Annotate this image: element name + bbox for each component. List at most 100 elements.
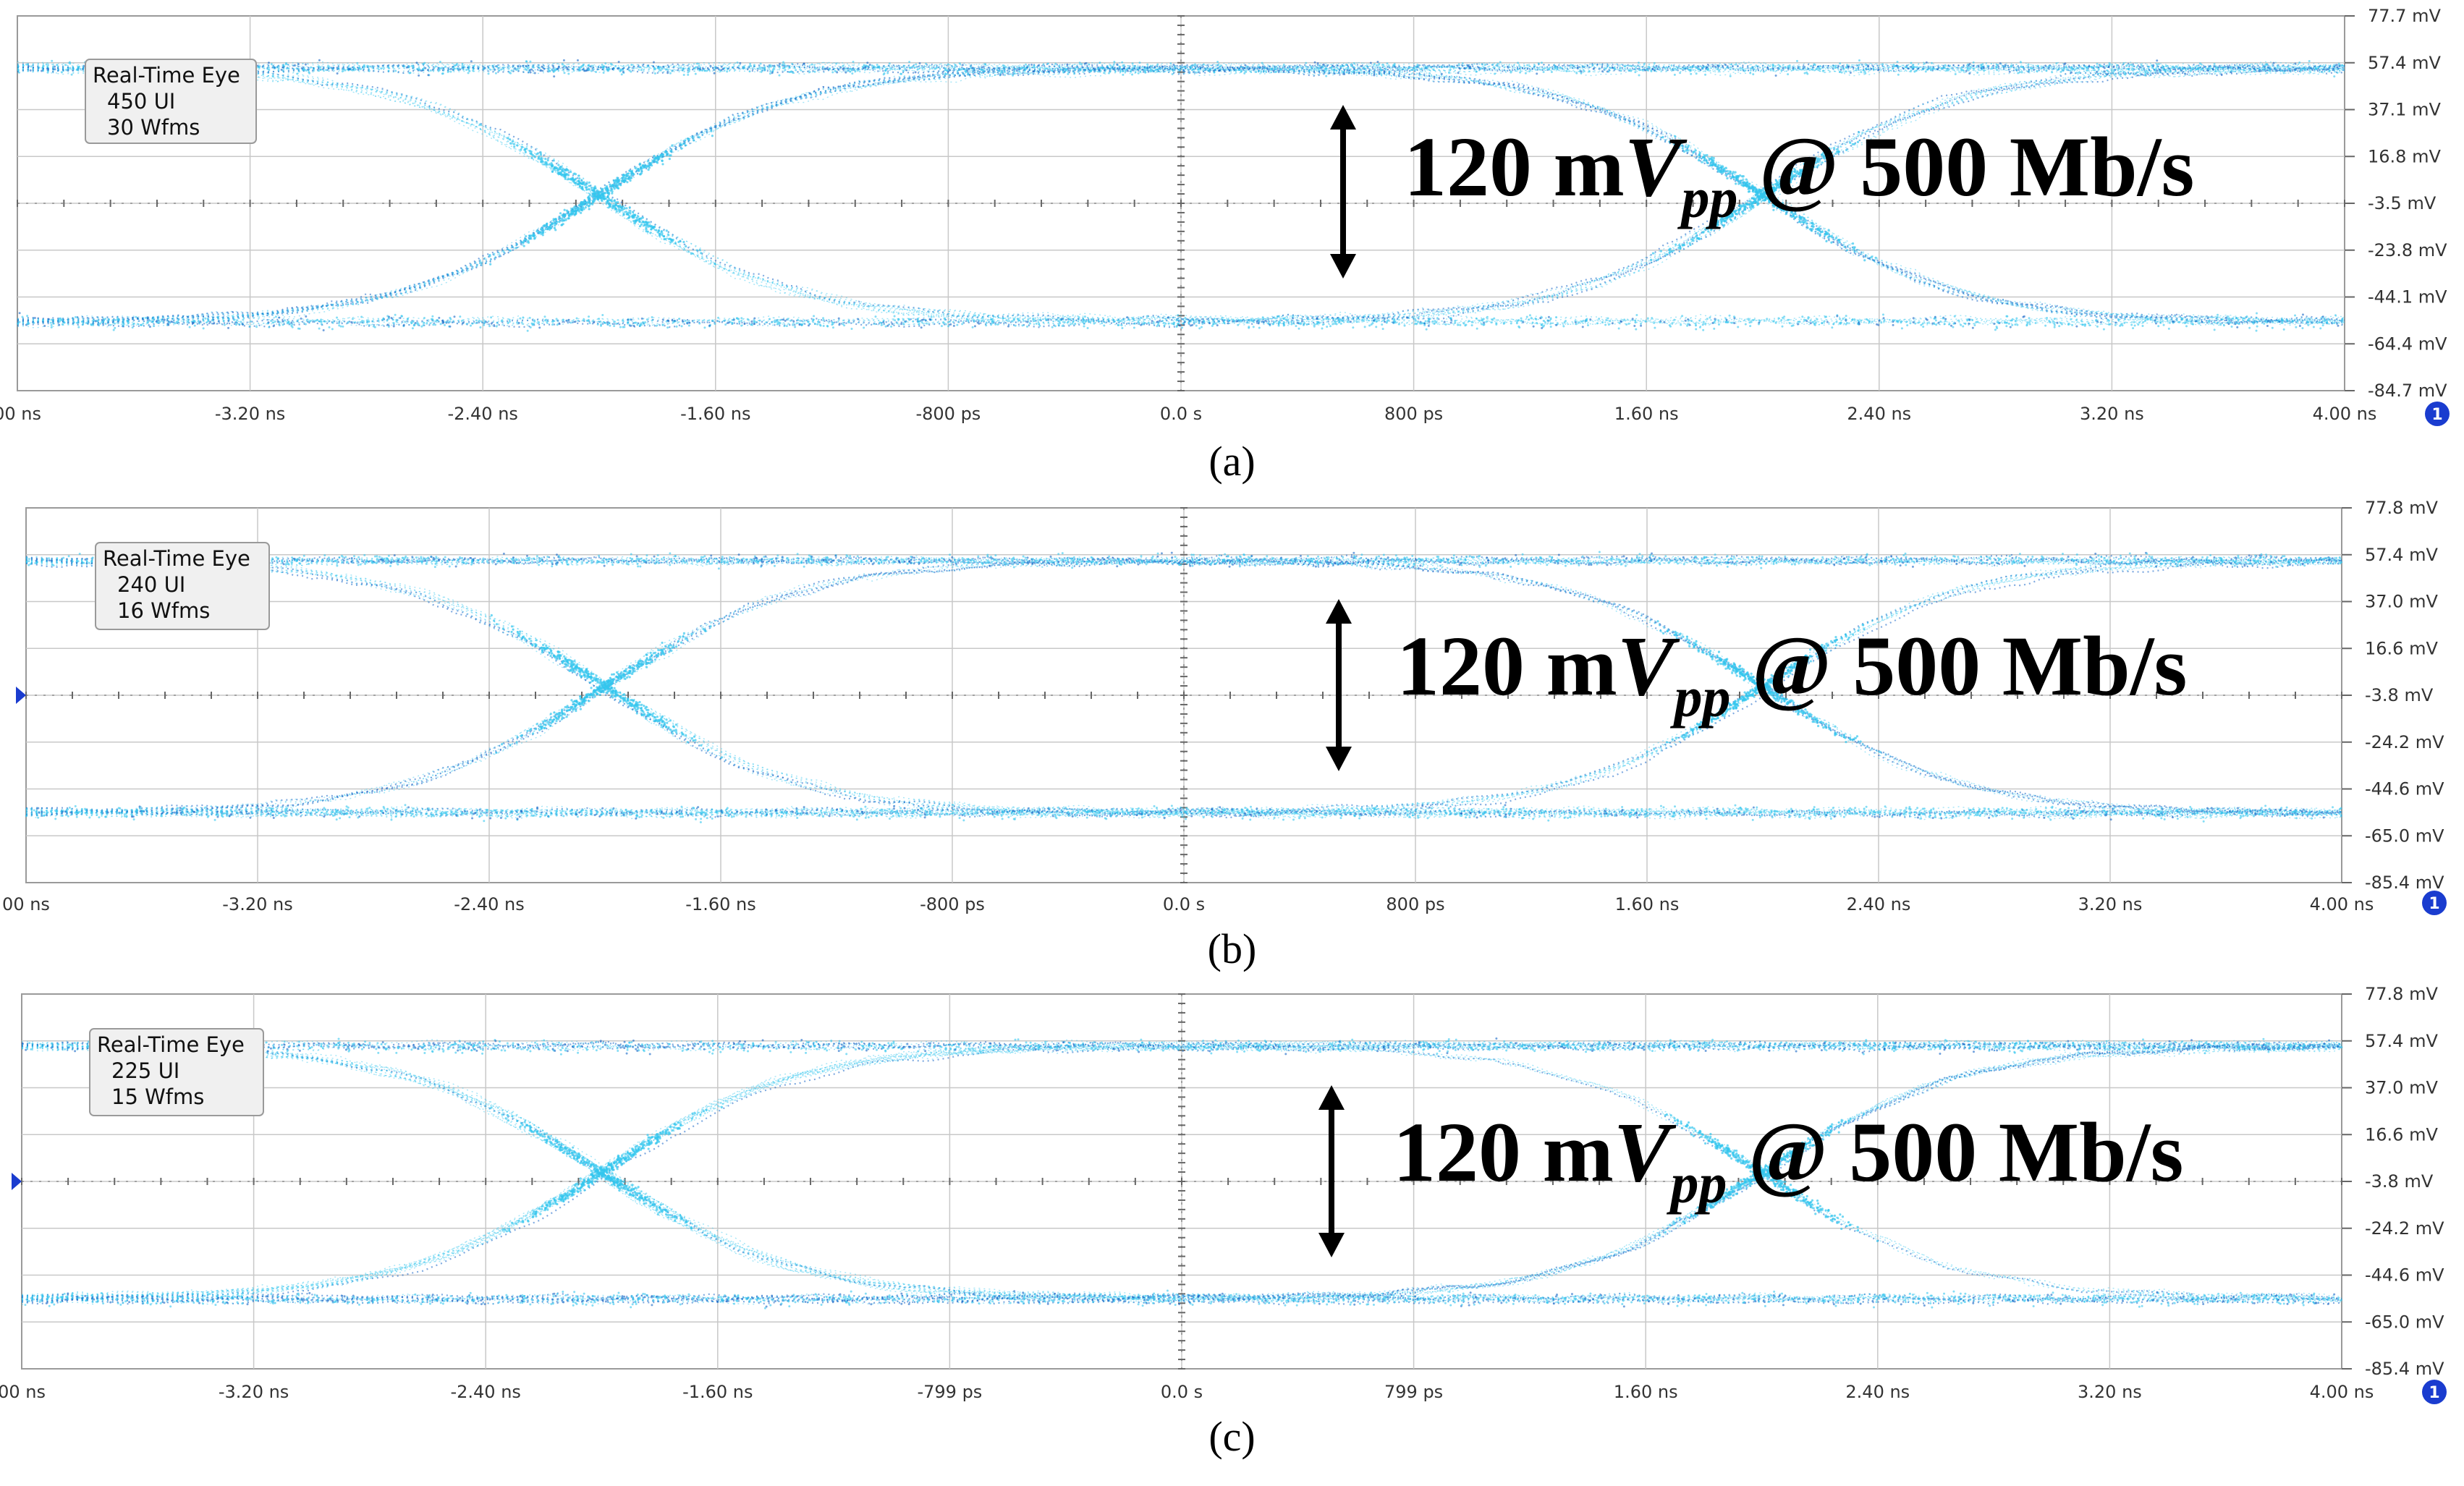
eye-sample-point	[1695, 324, 1698, 327]
eye-sample-point	[594, 193, 597, 196]
eye-sample-point	[519, 317, 522, 320]
eye-sample-point	[1386, 62, 1389, 65]
eye-sample-point	[1818, 226, 1821, 230]
eye-sample-point	[470, 60, 473, 63]
eye-sample-point	[1819, 65, 1821, 68]
eye-sample-point	[1539, 317, 1542, 320]
eye-sample-point	[1533, 64, 1536, 67]
eye-sample-point	[1971, 326, 1974, 329]
eye-sample-point	[558, 65, 561, 68]
eye-sample-point	[854, 70, 857, 73]
eye-sample-point	[976, 321, 979, 324]
eye-sample-point	[596, 189, 599, 192]
eye-sample-point	[1403, 324, 1406, 327]
eye-sample-point	[1790, 172, 1792, 175]
eye-sample-point	[1834, 64, 1837, 67]
eye-sample-point	[2090, 66, 2093, 69]
eye-sample-point	[2029, 67, 2032, 69]
eye-sample-point	[418, 74, 420, 77]
eye-sample-point	[1635, 328, 1638, 331]
eye-sample-point	[1821, 69, 1824, 72]
eye-sample-point	[1993, 322, 1996, 325]
eye-sample-point	[684, 319, 687, 322]
eye-sample-point	[1397, 323, 1400, 326]
eye-sample-point	[1811, 224, 1814, 227]
eye-sample-point	[1725, 319, 1728, 322]
eye-sample-point	[468, 69, 471, 72]
eye-sample-point	[1541, 324, 1544, 327]
eye-sample-point	[1717, 164, 1720, 166]
eye-sample-point	[631, 211, 635, 213]
eye-sample-point	[684, 637, 687, 640]
eye-sample-point	[1211, 323, 1214, 326]
eye-sample-point	[1378, 63, 1381, 66]
eye-sample-point	[1218, 69, 1221, 72]
eye-sample-point	[703, 69, 706, 72]
eye-sample-point	[720, 756, 724, 759]
eye-sample-point	[965, 71, 968, 74]
eye-sample-point	[2183, 322, 2186, 325]
eye-sample-point	[561, 708, 564, 711]
eye-sample-point	[30, 65, 33, 68]
eye-sample-point	[666, 326, 669, 329]
eye-sample-point	[1772, 320, 1775, 323]
eye-sample-point	[1526, 64, 1529, 67]
eye-sample-point	[917, 320, 920, 323]
eye-sample-point	[363, 66, 366, 69]
eye-sample-point	[510, 69, 513, 72]
eye-sample-point	[1150, 69, 1153, 72]
eye-sample-point	[2060, 323, 2063, 326]
eye-sample-point	[584, 201, 587, 204]
eye-sample-point	[717, 316, 720, 319]
eye-sample-point	[2154, 319, 2156, 322]
eye-sample-point	[826, 67, 829, 70]
eye-sample-point	[467, 72, 470, 75]
eye-sample-point	[543, 224, 546, 227]
eye-sample-point	[1496, 62, 1499, 65]
eye-sample-point	[460, 67, 463, 70]
eye-sample-point	[1156, 320, 1159, 323]
eye-sample-point	[653, 154, 656, 158]
eye-trace	[17, 62, 2345, 72]
eye-trace	[17, 61, 2345, 322]
eye-sample-point	[42, 64, 45, 67]
eye-sample-point	[1081, 320, 1084, 323]
eye-sample-point	[905, 69, 907, 72]
eye-sample-point	[1596, 322, 1599, 325]
eye-sample-point	[1964, 322, 1967, 325]
eye-sample-point	[109, 323, 111, 326]
eye-sample-point	[592, 189, 595, 192]
eye-sample-point	[1307, 318, 1310, 320]
eye-sample-point	[2188, 66, 2191, 69]
eye-sample-point	[241, 323, 244, 326]
eye-sample-point	[2230, 326, 2233, 328]
eye-sample-point	[944, 72, 947, 75]
eye-sample-point	[1313, 61, 1316, 64]
eye-trace	[17, 68, 2345, 327]
eye-sample-point	[1834, 152, 1837, 156]
eye-sample-point	[1653, 69, 1656, 72]
eye-sample-point	[1547, 68, 1550, 71]
eye-sample-point	[781, 63, 784, 66]
eye-sample-point	[516, 67, 519, 70]
eye-sample-point	[1318, 64, 1321, 67]
eye-sample-point	[1771, 64, 1774, 67]
eye-sample-point	[1334, 318, 1337, 320]
eye-sample-point	[1855, 69, 1858, 72]
eye-sample-point	[639, 66, 642, 69]
eye-sample-point	[1078, 316, 1080, 319]
eye-sample-point	[1045, 67, 1048, 70]
eye-sample-point	[723, 67, 726, 69]
eye-sample-point	[951, 65, 954, 68]
eye-sample-point	[1811, 68, 1813, 71]
eye-sample-point	[1589, 318, 1592, 321]
eye-sample-point	[50, 323, 53, 326]
eye-sample-point	[1865, 318, 1868, 320]
eye-sample-point	[318, 327, 321, 330]
eye-sample-point	[2106, 73, 2109, 76]
eye-sample-point	[2337, 62, 2340, 65]
eye-sample-point	[682, 240, 685, 244]
eye-sample-point	[1952, 322, 1955, 325]
eye-sample-point	[1709, 157, 1712, 161]
eye-sample-point	[446, 70, 449, 73]
